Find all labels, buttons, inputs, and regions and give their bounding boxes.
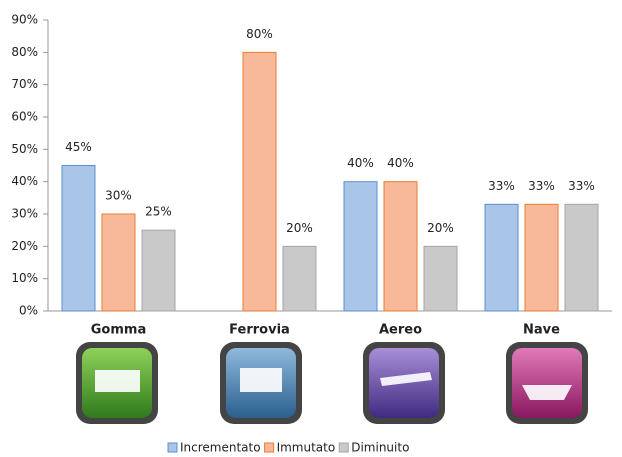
y-tick-label: 20% xyxy=(11,239,38,253)
y-tick-label: 90% xyxy=(11,13,38,27)
legend-swatch xyxy=(264,442,275,453)
y-tick-label: 50% xyxy=(11,142,38,156)
value-label: 20% xyxy=(427,221,454,235)
legend-swatch xyxy=(338,442,349,453)
value-label: 33% xyxy=(528,179,555,193)
value-label: 33% xyxy=(488,179,515,193)
x-tick-label: Gomma xyxy=(91,323,146,338)
value-label: 25% xyxy=(145,205,172,219)
bar xyxy=(524,203,559,312)
x-tick-label: Ferrovia xyxy=(229,323,290,338)
x-tick-label: Nave xyxy=(523,323,560,338)
bar xyxy=(383,181,418,312)
bar xyxy=(242,51,277,312)
bar xyxy=(423,245,458,312)
value-label: 30% xyxy=(105,189,132,203)
value-label: 45% xyxy=(65,140,92,154)
value-label: 40% xyxy=(347,156,374,170)
bar xyxy=(484,203,519,312)
y-tick-label: 80% xyxy=(11,45,38,59)
y-tick-label: 30% xyxy=(11,207,38,221)
value-label: 20% xyxy=(286,221,313,235)
legend-label: Incrementato xyxy=(180,441,261,455)
value-label: 80% xyxy=(246,27,273,41)
bar xyxy=(61,165,96,312)
legend-label: Immutato xyxy=(277,441,336,455)
bar xyxy=(141,229,176,312)
ship-shape xyxy=(522,385,572,400)
y-tick-label: 0% xyxy=(19,304,38,318)
legend-label: Diminuito xyxy=(351,441,409,455)
y-tick-label: 60% xyxy=(11,110,38,124)
value-label: 33% xyxy=(568,179,595,193)
bar xyxy=(343,181,378,312)
y-tick-label: 70% xyxy=(11,77,38,91)
y-tick-label: 40% xyxy=(11,174,38,188)
x-tick-label: Aereo xyxy=(379,323,422,338)
bar xyxy=(282,245,317,312)
y-tick-label: 10% xyxy=(11,271,38,285)
legend-swatch xyxy=(167,442,178,453)
ship-icon xyxy=(512,348,582,418)
truck-shape xyxy=(95,370,140,392)
bar xyxy=(101,213,136,312)
icons xyxy=(76,342,588,424)
bar xyxy=(564,203,599,312)
plane-shape xyxy=(380,372,432,386)
value-label: 40% xyxy=(387,156,414,170)
train-shape xyxy=(240,368,282,392)
